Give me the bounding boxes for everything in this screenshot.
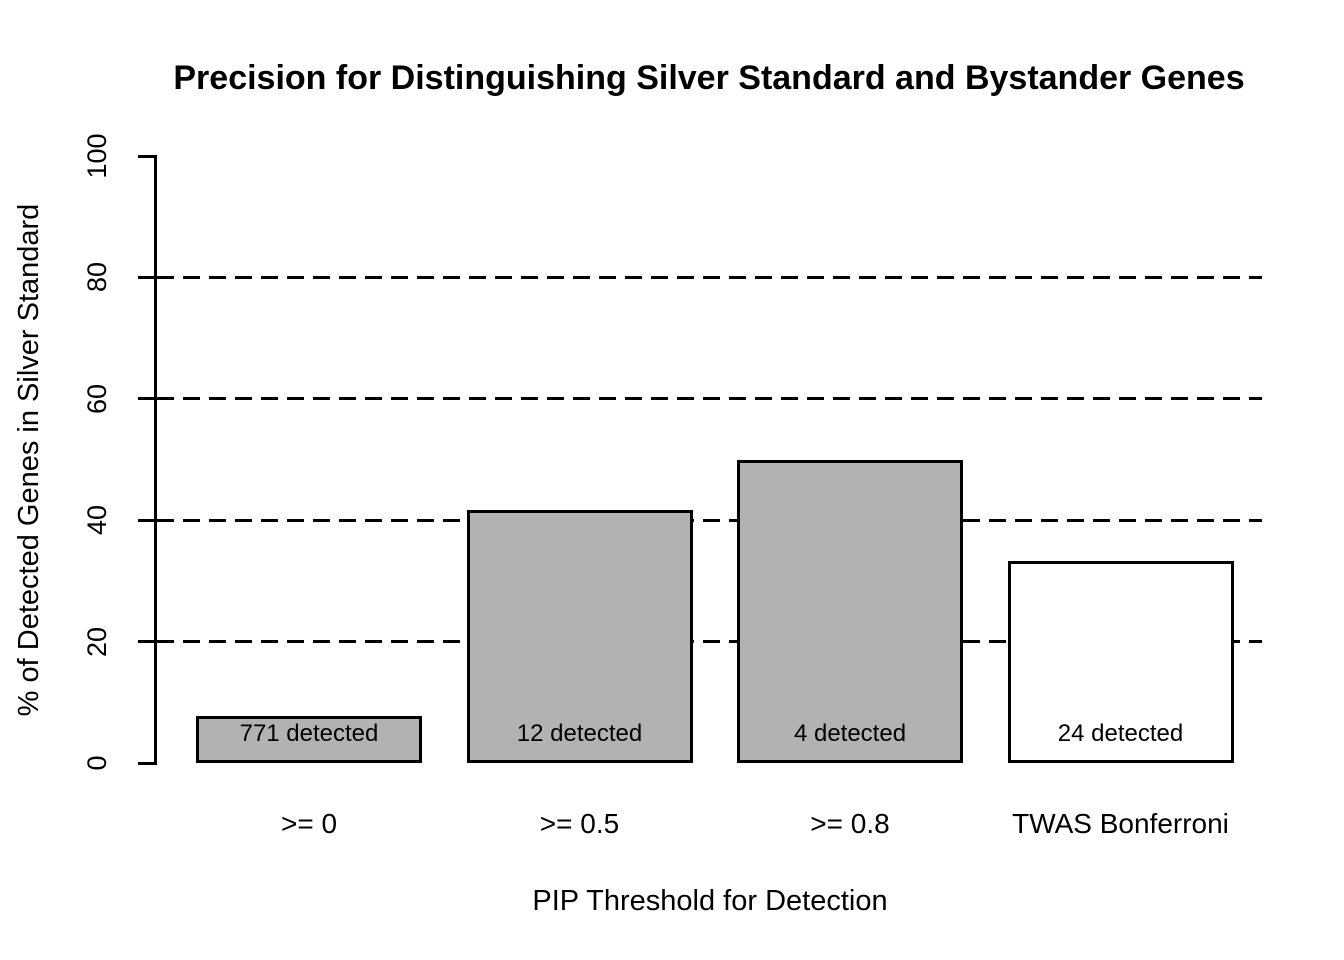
- bar->= 0.5: 12 detected: [466, 509, 693, 763]
- gridline-40: [157, 518, 1262, 522]
- gridline-60: [157, 397, 1262, 401]
- bar-count-label: 12 detected: [516, 719, 643, 747]
- bar-count-label: 771 detected: [239, 719, 379, 747]
- x-category-label->= 0.5: >= 0.5: [539, 808, 620, 839]
- x-category-label-TWAS Bonferroni: TWAS Bonferroni: [1012, 808, 1229, 839]
- y-tick-label-0: 0: [82, 755, 112, 771]
- y-tick-0: [138, 761, 156, 765]
- bar->= 0: 771 detected: [196, 715, 422, 763]
- y-tick-label-40: 40: [82, 505, 112, 536]
- y-tick-label-80: 80: [82, 262, 112, 293]
- bar-count-label: 4 detected: [793, 720, 907, 747]
- y-tick-label-20: 20: [82, 626, 112, 657]
- bar-count-label: 24 detected: [1057, 719, 1184, 747]
- x-category-label->= 0: >= 0: [280, 808, 338, 839]
- chart-title: Precision for Distinguishing Silver Stan…: [173, 59, 1245, 97]
- y-tick-20: [138, 640, 156, 644]
- bar->= 0.8: 4 detected: [737, 459, 963, 763]
- y-tick-80: [138, 275, 156, 279]
- y-axis-title: % of Detected Genes in Silver Standard: [13, 203, 45, 717]
- y-tick-label-100: 100: [82, 133, 112, 179]
- x-axis-title: PIP Threshold for Detection: [532, 885, 888, 917]
- gridline-20: [157, 640, 1262, 644]
- x-category-label->= 0.8: >= 0.8: [810, 808, 890, 839]
- y-axis-line: [154, 154, 157, 765]
- y-tick-100: [138, 154, 156, 158]
- y-tick-label-60: 60: [82, 383, 112, 414]
- y-tick-60: [138, 397, 156, 401]
- bar-TWAS Bonferroni: 24 detected: [1007, 560, 1234, 763]
- y-tick-40: [138, 518, 156, 522]
- gridline-80: [157, 275, 1262, 279]
